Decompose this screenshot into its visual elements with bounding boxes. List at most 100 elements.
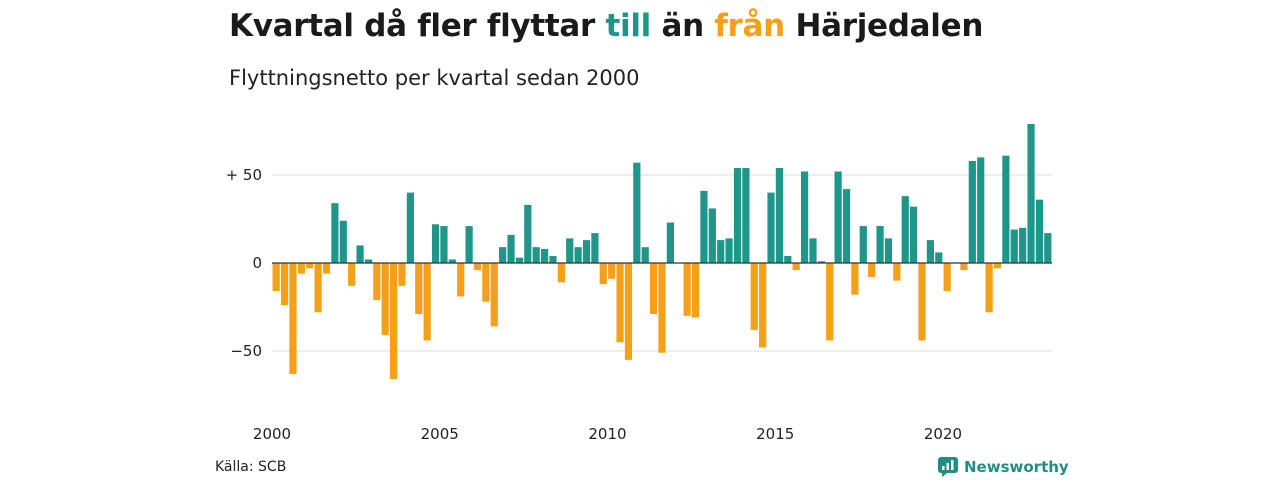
- bar-positive: [499, 247, 507, 263]
- bar-negative: [893, 263, 901, 281]
- bar-negative: [658, 263, 666, 353]
- bar-positive: [884, 238, 893, 263]
- bar-negative: [691, 263, 700, 318]
- bar-positive: [549, 255, 557, 263]
- bar-positive: [591, 233, 599, 263]
- bar-negative: [373, 263, 381, 300]
- bar-negative: [650, 263, 658, 315]
- bar-positive: [1035, 199, 1044, 263]
- bar-positive: [817, 261, 825, 263]
- x-tick-label: 2010: [588, 425, 626, 443]
- bar-negative: [314, 263, 322, 313]
- bar-positive: [1019, 227, 1027, 263]
- bar-positive: [876, 226, 884, 263]
- bar-positive: [901, 196, 909, 263]
- bar-negative: [683, 263, 691, 316]
- bar-negative: [306, 263, 314, 269]
- bar-negative: [608, 263, 616, 279]
- bar-positive: [977, 157, 985, 263]
- bar-positive: [339, 220, 347, 263]
- y-tick-label: + 50: [226, 166, 262, 184]
- bar-positive: [742, 167, 750, 263]
- title-part-2: än: [661, 8, 704, 44]
- bar-negative: [390, 263, 398, 380]
- bar-positive: [775, 167, 784, 263]
- title-part-3: Härjedalen: [795, 8, 984, 44]
- y-tick-label: 0: [252, 254, 262, 272]
- bar-positive: [666, 222, 674, 263]
- bar-positive: [834, 171, 842, 263]
- y-tick-label: −50: [230, 342, 262, 360]
- chart-subtitle: Flyttningsnetto per kvartal sedan 2000: [229, 66, 640, 90]
- bar-negative: [826, 263, 834, 341]
- bar-positive: [364, 259, 373, 263]
- bar-negative: [482, 263, 490, 302]
- bar-negative: [918, 263, 926, 341]
- bar-positive: [733, 167, 742, 263]
- source-label: Källa: SCB: [215, 459, 287, 475]
- bar-positive: [767, 192, 775, 263]
- bar-negative: [398, 263, 406, 286]
- brand-name: Newsworthy: [964, 458, 1069, 476]
- bar-positive: [532, 247, 540, 263]
- bar-positive: [540, 248, 549, 263]
- bar-negative: [348, 263, 356, 286]
- bar-positive: [507, 234, 515, 263]
- bar-positive: [926, 240, 934, 263]
- bar-positive: [708, 208, 716, 263]
- bar-negative: [490, 263, 498, 327]
- bar-negative: [557, 263, 565, 283]
- bar-negative: [851, 263, 859, 295]
- bar-negative: [993, 263, 1002, 269]
- bar-positive: [465, 226, 473, 263]
- bar-positive: [1002, 155, 1010, 263]
- bar-negative: [415, 263, 423, 315]
- bar-positive: [440, 226, 448, 263]
- title-word-in: till: [605, 8, 651, 44]
- bar-positive: [800, 171, 809, 263]
- bar-positive: [910, 206, 918, 263]
- bar-positive: [448, 259, 456, 263]
- bar-positive: [784, 255, 792, 263]
- bar-negative: [297, 263, 305, 274]
- bar-positive: [633, 162, 641, 263]
- bar-positive: [431, 224, 440, 263]
- bar-positive: [641, 247, 649, 263]
- bar-negative: [624, 263, 633, 360]
- bar-positive: [842, 189, 851, 263]
- bar-positive: [935, 252, 943, 263]
- bar-negative: [457, 263, 465, 297]
- bar-positive: [809, 238, 817, 263]
- bar-positive: [1010, 229, 1018, 263]
- bar-negative: [960, 263, 968, 271]
- bar-positive: [582, 240, 591, 263]
- bar-positive: [717, 240, 725, 263]
- bar-positive: [356, 245, 364, 263]
- bar-positive: [968, 160, 976, 263]
- x-tick-label: 2020: [924, 425, 962, 443]
- bar-positive: [1027, 123, 1035, 264]
- bar-negative: [599, 263, 607, 285]
- bar-negative: [792, 263, 800, 271]
- bar-positive: [1044, 233, 1052, 263]
- bar-negative: [381, 263, 389, 336]
- title-word-out: från: [714, 8, 785, 44]
- bar-positive: [700, 190, 708, 263]
- bar-negative: [322, 263, 331, 274]
- bar-negative: [943, 263, 951, 292]
- x-tick-label: 2005: [421, 425, 459, 443]
- bar-positive: [406, 192, 414, 263]
- x-tick-label: 2000: [253, 425, 291, 443]
- bar-positive: [331, 203, 339, 263]
- bar-negative: [423, 263, 431, 341]
- bar-negative: [868, 263, 876, 278]
- bar-negative: [985, 263, 993, 313]
- bar-negative: [272, 263, 280, 292]
- brand-logo: Newsworthy: [938, 456, 1069, 478]
- title-part-1: Kvartal då fler flyttar: [229, 8, 595, 44]
- bar-positive: [566, 238, 574, 263]
- bar-negative: [616, 263, 624, 343]
- bar-negative: [289, 263, 297, 374]
- bar-positive: [524, 204, 532, 263]
